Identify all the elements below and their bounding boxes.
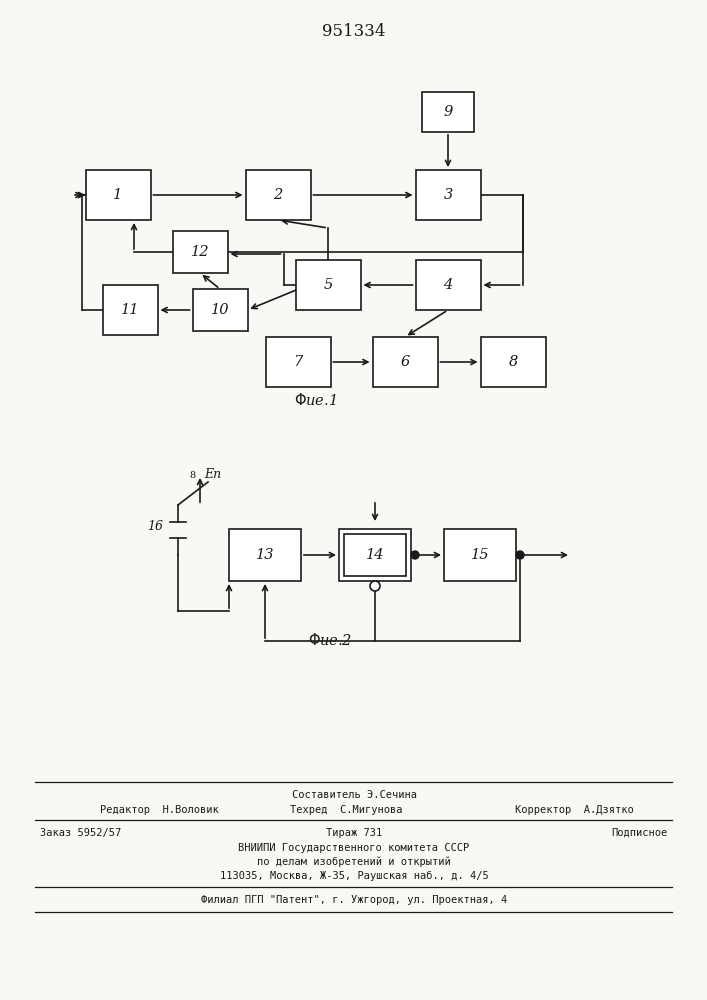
Text: Корректор  А.Дзятко: Корректор А.Дзятко: [515, 805, 633, 815]
Text: 8: 8: [508, 355, 518, 369]
Text: 3: 3: [443, 188, 452, 202]
Text: 15: 15: [471, 548, 489, 562]
Text: Еп: Еп: [204, 468, 221, 482]
Bar: [373, 337, 438, 387]
Text: по делам изобретений и открытий: по делам изобретений и открытий: [257, 857, 451, 867]
Text: Техред  С.Мигунова: Техред С.Мигунова: [290, 805, 402, 815]
Text: ВНИИПИ Государственного комитета СССР: ВНИИПИ Государственного комитета СССР: [238, 843, 469, 853]
Bar: [422, 92, 474, 132]
Bar: [103, 285, 158, 335]
Text: 11: 11: [121, 303, 139, 317]
Text: 6: 6: [400, 355, 409, 369]
Text: 951334: 951334: [322, 23, 386, 40]
Bar: [416, 170, 481, 220]
Text: Редактор  Н.Воловик: Редактор Н.Воловик: [100, 805, 218, 815]
Bar: [416, 260, 481, 310]
Text: 1: 1: [113, 188, 122, 202]
Bar: [86, 170, 151, 220]
Text: Тираж 731: Тираж 731: [326, 828, 382, 838]
Text: 12: 12: [191, 245, 209, 259]
Text: 5: 5: [323, 278, 332, 292]
Bar: [245, 170, 310, 220]
Text: Филиал ПГП "Патент", г. Ужгород, ул. Проектная, 4: Филиал ПГП "Патент", г. Ужгород, ул. Про…: [201, 895, 507, 905]
Bar: [266, 337, 330, 387]
Bar: [173, 231, 228, 273]
Bar: [339, 529, 411, 581]
Text: Составитель Э.Сечина: Составитель Э.Сечина: [291, 790, 416, 800]
Text: $\Phi$ue.2: $\Phi$ue.2: [308, 632, 352, 648]
Bar: [192, 289, 247, 331]
Text: 9: 9: [443, 105, 452, 119]
Text: 2: 2: [274, 188, 283, 202]
Text: Подписное: Подписное: [611, 828, 667, 838]
Text: Заказ 5952/57: Заказ 5952/57: [40, 828, 121, 838]
Bar: [296, 260, 361, 310]
Bar: [229, 529, 301, 581]
Text: 14: 14: [366, 548, 384, 562]
Circle shape: [516, 551, 524, 559]
Text: 16: 16: [147, 520, 163, 534]
Bar: [481, 337, 546, 387]
Text: 113035, Москва, Ж-35, Раушская наб., д. 4/5: 113035, Москва, Ж-35, Раушская наб., д. …: [220, 871, 489, 881]
Text: 10: 10: [211, 303, 229, 317]
Bar: [444, 529, 516, 581]
Text: $\Phi$ue.1: $\Phi$ue.1: [293, 392, 337, 408]
Bar: [344, 534, 406, 576]
Text: 7: 7: [293, 355, 303, 369]
Text: 8: 8: [189, 471, 195, 480]
Circle shape: [411, 551, 419, 559]
Circle shape: [370, 581, 380, 591]
Text: 4: 4: [443, 278, 452, 292]
Text: 13: 13: [256, 548, 274, 562]
